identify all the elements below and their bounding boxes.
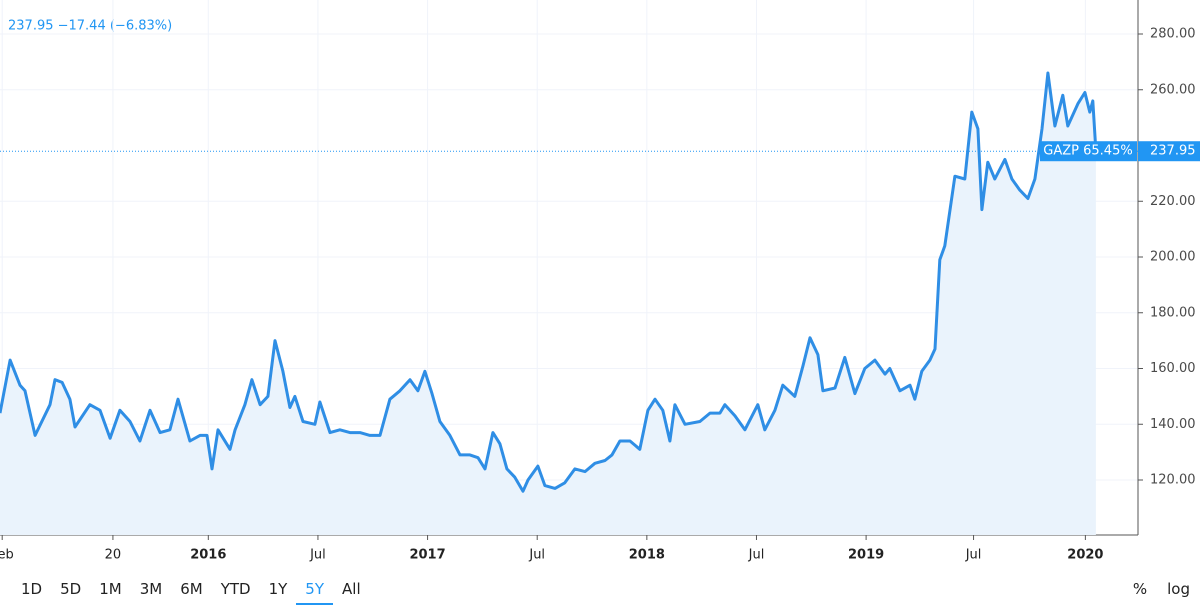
scale-toolbar: % log xyxy=(1131,577,1192,601)
y-tick-label: 120.00 xyxy=(1150,473,1196,488)
y-tick-label: 280.00 xyxy=(1150,27,1196,42)
x-tick-label: 2018 xyxy=(629,548,665,563)
x-tick-label: Jul xyxy=(528,548,545,563)
toolbar-button[interactable]: % xyxy=(1132,580,1148,598)
x-tick-label: 2019 xyxy=(848,548,884,563)
price-label: 237.95 xyxy=(1150,144,1196,159)
y-tick-label: 220.00 xyxy=(1150,194,1196,209)
toolbar-button[interactable]: 5D xyxy=(60,580,82,598)
x-tick-label: 2016 xyxy=(190,548,226,563)
x-tick-label: 2020 xyxy=(1067,548,1103,563)
y-tick-label: 180.00 xyxy=(1150,305,1196,320)
symbol-label: GAZP 65.45% xyxy=(1043,144,1132,159)
y-tick-label: 200.00 xyxy=(1150,250,1196,265)
symbol-label-box xyxy=(1040,141,1137,162)
toolbar-button[interactable]: 5Y xyxy=(296,577,334,605)
range-toolbar: 1D 5D 1M 3M 6M YTD 1Y 5Y All xyxy=(12,577,370,605)
x-tick-label: Jul xyxy=(309,548,326,563)
price-line xyxy=(0,71,1098,493)
toolbar-button[interactable]: log xyxy=(1167,580,1190,598)
x-tick-label: Feb xyxy=(0,548,14,563)
x-tick-label: Jul xyxy=(965,548,982,563)
toolbar-button[interactable]: 1Y xyxy=(268,580,288,598)
toolbar-button[interactable]: 1D xyxy=(21,580,43,598)
toolbar-button[interactable]: 3M xyxy=(139,580,163,598)
toolbar-button[interactable]: 1M xyxy=(99,580,122,598)
x-tick-label: Jul xyxy=(748,548,765,563)
y-tick-label: 160.00 xyxy=(1150,361,1196,376)
toolbar-button[interactable]: All xyxy=(342,580,361,598)
area xyxy=(0,73,1096,535)
y-tick-label: 140.00 xyxy=(1150,417,1196,432)
x-tick-label: 2017 xyxy=(409,548,445,563)
x-tick-label: 20 xyxy=(105,548,122,563)
header-quote: 237.95 −17.44 (−6.83%) xyxy=(8,19,172,34)
toolbar-button[interactable]: 6M xyxy=(180,580,203,598)
price-label-box xyxy=(1138,141,1200,162)
toolbar-button[interactable]: YTD xyxy=(220,580,251,598)
chart: 237.95 −17.44 (−6.83%) 120.00 140.00 160.0… xyxy=(0,0,1200,563)
y-tick-label: 260.00 xyxy=(1150,82,1196,97)
